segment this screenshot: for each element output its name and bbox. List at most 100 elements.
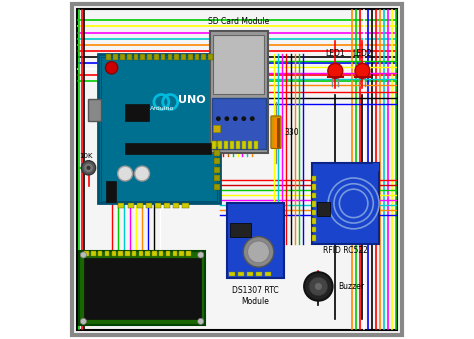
FancyBboxPatch shape (134, 54, 138, 60)
FancyBboxPatch shape (107, 181, 116, 202)
FancyBboxPatch shape (214, 141, 220, 147)
Text: Buzzer: Buzzer (339, 282, 365, 291)
FancyBboxPatch shape (147, 54, 152, 60)
FancyBboxPatch shape (214, 150, 220, 156)
FancyBboxPatch shape (159, 251, 164, 256)
FancyBboxPatch shape (139, 251, 143, 256)
Circle shape (234, 117, 237, 120)
FancyBboxPatch shape (312, 184, 316, 190)
FancyBboxPatch shape (242, 141, 246, 149)
FancyBboxPatch shape (311, 163, 379, 244)
FancyBboxPatch shape (146, 203, 152, 208)
FancyBboxPatch shape (164, 203, 170, 208)
FancyBboxPatch shape (201, 54, 206, 60)
FancyBboxPatch shape (98, 251, 102, 256)
FancyBboxPatch shape (214, 175, 220, 181)
FancyBboxPatch shape (227, 203, 284, 278)
FancyBboxPatch shape (155, 203, 161, 208)
Circle shape (198, 252, 204, 258)
FancyBboxPatch shape (181, 54, 186, 60)
Circle shape (135, 166, 149, 181)
Text: DS1307 RTC
Module: DS1307 RTC Module (232, 286, 279, 306)
FancyBboxPatch shape (152, 251, 156, 256)
Text: RFID RC522: RFID RC522 (323, 245, 368, 255)
FancyBboxPatch shape (72, 4, 402, 335)
Circle shape (84, 163, 93, 173)
FancyBboxPatch shape (188, 54, 192, 60)
Text: SD Card Module: SD Card Module (208, 17, 269, 26)
FancyBboxPatch shape (107, 54, 111, 60)
FancyBboxPatch shape (373, 163, 379, 171)
FancyBboxPatch shape (208, 54, 213, 60)
FancyBboxPatch shape (312, 235, 316, 241)
FancyBboxPatch shape (213, 125, 220, 132)
FancyBboxPatch shape (312, 201, 316, 207)
FancyBboxPatch shape (146, 251, 150, 256)
FancyBboxPatch shape (100, 57, 218, 201)
FancyBboxPatch shape (113, 54, 118, 60)
FancyBboxPatch shape (179, 251, 184, 256)
FancyBboxPatch shape (312, 193, 316, 198)
Circle shape (81, 252, 86, 258)
FancyBboxPatch shape (218, 141, 222, 149)
FancyBboxPatch shape (317, 202, 330, 216)
FancyBboxPatch shape (174, 54, 179, 60)
FancyBboxPatch shape (224, 141, 228, 149)
FancyBboxPatch shape (154, 54, 159, 60)
Circle shape (309, 277, 328, 296)
Text: 330: 330 (284, 128, 299, 137)
Text: 10K: 10K (79, 153, 92, 159)
Circle shape (82, 161, 96, 175)
FancyBboxPatch shape (167, 54, 172, 60)
FancyBboxPatch shape (230, 223, 251, 237)
Text: LED2: LED2 (353, 49, 372, 58)
FancyBboxPatch shape (173, 251, 177, 256)
FancyBboxPatch shape (84, 258, 201, 319)
FancyBboxPatch shape (128, 203, 134, 208)
FancyBboxPatch shape (79, 251, 205, 325)
FancyBboxPatch shape (214, 158, 220, 164)
Circle shape (328, 63, 343, 78)
Circle shape (242, 117, 246, 120)
FancyBboxPatch shape (248, 141, 252, 149)
Circle shape (198, 318, 204, 324)
Circle shape (217, 117, 220, 120)
FancyBboxPatch shape (111, 251, 116, 256)
FancyBboxPatch shape (140, 54, 145, 60)
FancyBboxPatch shape (118, 203, 125, 208)
FancyBboxPatch shape (211, 141, 216, 149)
FancyBboxPatch shape (210, 31, 267, 153)
Circle shape (243, 237, 274, 267)
FancyBboxPatch shape (161, 54, 165, 60)
Circle shape (86, 166, 91, 170)
FancyBboxPatch shape (211, 98, 266, 149)
FancyBboxPatch shape (120, 54, 125, 60)
FancyBboxPatch shape (91, 251, 96, 256)
Circle shape (225, 117, 228, 120)
Circle shape (355, 63, 370, 78)
FancyBboxPatch shape (125, 251, 129, 256)
FancyBboxPatch shape (214, 184, 220, 190)
FancyBboxPatch shape (237, 272, 244, 276)
Text: LED1: LED1 (326, 49, 345, 58)
FancyBboxPatch shape (214, 167, 220, 173)
Circle shape (106, 62, 118, 74)
FancyBboxPatch shape (105, 251, 109, 256)
FancyBboxPatch shape (127, 54, 132, 60)
FancyBboxPatch shape (312, 227, 316, 232)
FancyBboxPatch shape (312, 176, 316, 181)
FancyBboxPatch shape (195, 54, 200, 60)
FancyBboxPatch shape (256, 272, 262, 276)
Text: UNO: UNO (178, 95, 205, 105)
FancyBboxPatch shape (247, 272, 253, 276)
FancyBboxPatch shape (166, 251, 170, 256)
FancyBboxPatch shape (236, 141, 240, 149)
FancyBboxPatch shape (173, 203, 179, 208)
FancyBboxPatch shape (182, 203, 189, 208)
FancyBboxPatch shape (331, 71, 340, 77)
FancyBboxPatch shape (254, 141, 258, 149)
Circle shape (118, 166, 133, 181)
FancyBboxPatch shape (88, 99, 101, 121)
FancyBboxPatch shape (213, 35, 264, 94)
FancyBboxPatch shape (98, 54, 220, 203)
